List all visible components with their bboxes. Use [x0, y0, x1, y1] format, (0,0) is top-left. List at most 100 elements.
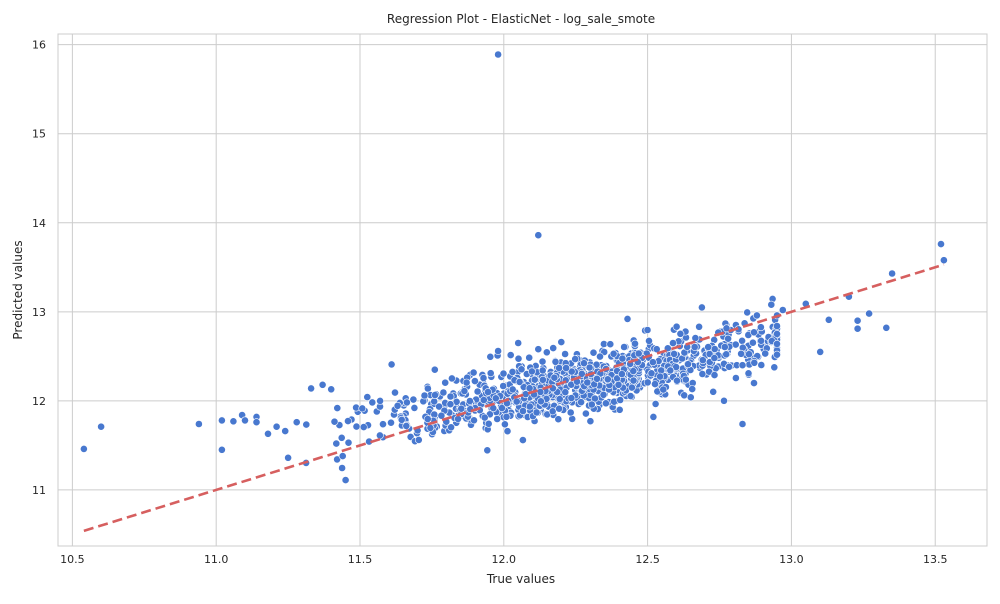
data-point: [338, 464, 346, 472]
data-point: [217, 416, 226, 425]
data-point: [252, 418, 261, 427]
data-point: [684, 360, 692, 369]
data-point: [486, 352, 495, 361]
data-point: [824, 315, 833, 324]
data-point: [506, 351, 515, 359]
data-point: [397, 415, 406, 424]
data-point: [494, 50, 502, 59]
data-point: [499, 382, 508, 390]
data-point: [690, 343, 699, 351]
data-point: [609, 349, 618, 358]
data-point: [491, 394, 500, 403]
x-tick-labels: 10.5 11.0 11.5 12.0 12.5 13.0 13.5: [60, 553, 947, 566]
data-point: [593, 374, 601, 383]
data-point: [376, 396, 384, 405]
data-point: [470, 377, 479, 385]
data-point: [649, 358, 657, 367]
data-point: [379, 420, 387, 429]
data-point: [550, 373, 559, 382]
x-tick-label: 11.5: [348, 553, 373, 566]
data-point: [725, 362, 733, 371]
data-point: [628, 383, 636, 392]
data-point: [525, 384, 534, 393]
data-point: [865, 309, 873, 318]
data-point: [470, 416, 478, 425]
data-point: [484, 388, 492, 396]
data-point: [577, 398, 585, 407]
data-point: [493, 415, 502, 423]
data-point: [596, 352, 604, 361]
data-point: [528, 367, 536, 376]
data-point: [302, 420, 311, 429]
data-point: [431, 391, 439, 399]
data-point: [738, 420, 747, 428]
data-point: [441, 378, 450, 387]
data-point: [722, 350, 731, 359]
data-point: [557, 338, 566, 346]
data-point: [602, 399, 610, 408]
data-point: [387, 360, 396, 369]
data-point: [940, 256, 948, 265]
data-point: [749, 338, 757, 347]
data-point: [631, 339, 639, 348]
data-point: [853, 316, 862, 325]
data-point: [738, 336, 746, 345]
data-point: [480, 413, 489, 422]
data-point: [460, 387, 469, 395]
data-point: [363, 393, 372, 401]
data-point: [368, 398, 377, 407]
data-point: [757, 361, 766, 369]
data-point: [423, 415, 432, 423]
data-point: [479, 396, 488, 404]
data-point: [534, 345, 543, 354]
data-point: [514, 354, 523, 363]
plot-background: [57, 33, 988, 547]
reference-line: [83, 263, 945, 533]
data-point: [446, 392, 455, 401]
data-point: [462, 378, 471, 387]
data-point: [423, 384, 432, 393]
data-point: [618, 370, 626, 378]
data-point: [327, 385, 336, 394]
data-point: [691, 334, 700, 342]
data-point: [352, 422, 361, 431]
data-point: [281, 427, 290, 435]
data-point: [284, 453, 292, 462]
y-tick-label: 14: [32, 217, 46, 230]
data-point: [587, 400, 596, 409]
data-point: [525, 353, 534, 362]
data-point: [599, 390, 608, 399]
data-point: [757, 323, 765, 332]
data-point: [720, 396, 728, 405]
data-point: [446, 400, 455, 409]
data-point: [591, 394, 599, 403]
data-point: [538, 357, 547, 366]
data-point: [615, 405, 624, 414]
data-point: [497, 404, 506, 412]
x-axis-label: True values: [486, 572, 555, 586]
data-point: [720, 343, 729, 351]
data-point: [709, 387, 718, 396]
data-point: [680, 391, 689, 400]
data-point: [695, 322, 703, 331]
data-point: [753, 311, 761, 320]
data-point: [537, 397, 545, 406]
data-point: [519, 436, 527, 444]
data-point: [778, 306, 787, 314]
data-point: [704, 343, 713, 351]
data-point: [534, 231, 543, 240]
data-point: [80, 444, 88, 453]
data-point: [387, 418, 395, 427]
data-point: [486, 369, 495, 378]
data-point: [539, 375, 547, 384]
data-point: [514, 339, 523, 347]
data-point: [484, 419, 493, 428]
data-point: [586, 417, 595, 426]
data-point: [647, 369, 656, 378]
data-point: [549, 344, 558, 352]
y-tick-label: 12: [32, 395, 46, 408]
data-point: [483, 446, 492, 455]
data-point: [567, 394, 576, 402]
data-point: [670, 349, 678, 358]
data-point: [676, 329, 685, 338]
